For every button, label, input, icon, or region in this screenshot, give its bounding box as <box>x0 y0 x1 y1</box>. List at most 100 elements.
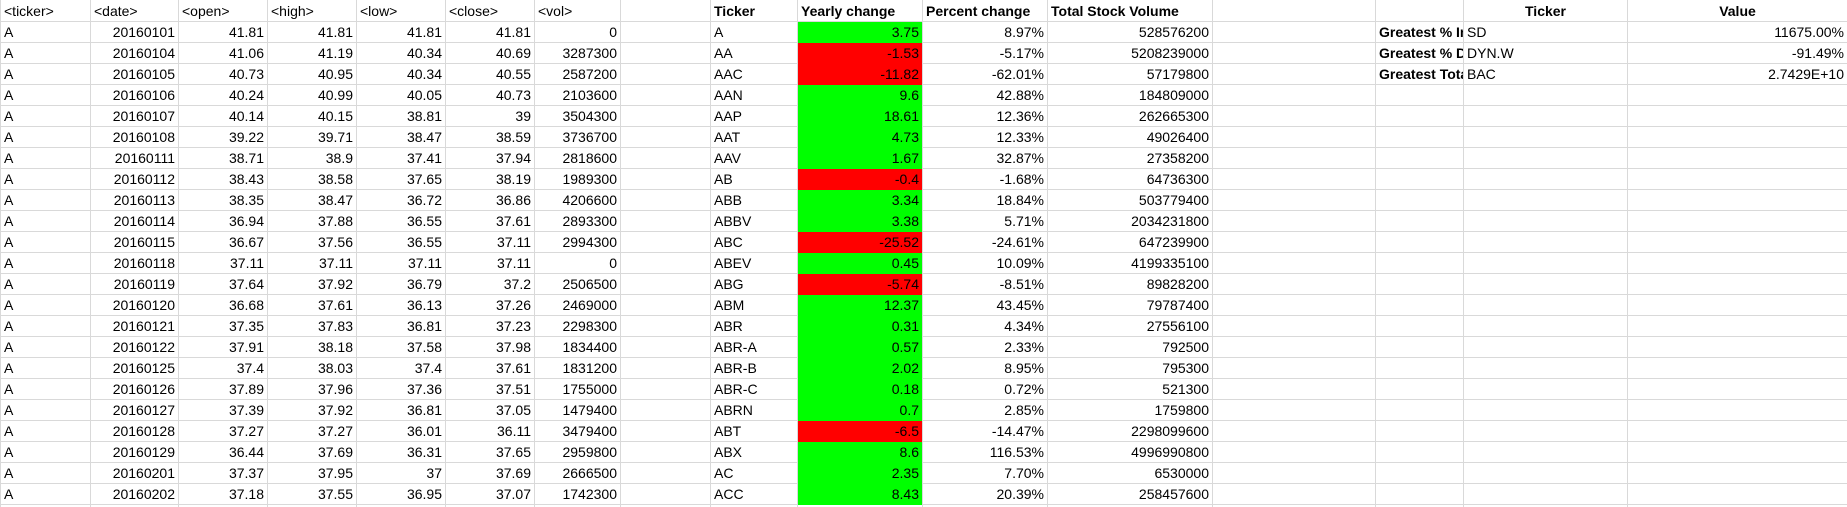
raw-cell-low[interactable]: 40.34 <box>406 66 442 82</box>
summary-cell-percent-change[interactable]: 2.85% <box>1004 402 1044 418</box>
raw-cell-close[interactable]: 37.26 <box>495 297 531 313</box>
summary-cell-percent-change[interactable]: -5.17% <box>999 45 1044 61</box>
summary-cell-ticker[interactable]: AAN <box>714 87 743 103</box>
raw-cell-high[interactable]: 37.92 <box>317 276 353 292</box>
raw-cell-date[interactable]: 20160121 <box>112 318 175 334</box>
raw-cell-ticker[interactable]: A <box>4 444 14 460</box>
summary-cell-percent-change[interactable]: 4.34% <box>1004 318 1044 334</box>
raw-cell-open[interactable]: 38.35 <box>228 192 264 208</box>
raw-header-low[interactable]: <low> <box>360 3 398 19</box>
summary-cell-yearly-change[interactable]: 0.7 <box>798 400 922 421</box>
raw-header-high[interactable]: <high> <box>271 3 314 19</box>
raw-cell-high[interactable]: 37.83 <box>317 318 353 334</box>
raw-cell-open[interactable]: 41.06 <box>228 45 264 61</box>
raw-cell-high[interactable]: 40.99 <box>317 87 353 103</box>
raw-cell-vol[interactable]: 3736700 <box>562 129 617 145</box>
summary-cell-yearly-change[interactable]: 12.37 <box>798 295 922 316</box>
raw-cell-vol[interactable]: 1479400 <box>562 402 617 418</box>
raw-cell-vol[interactable]: 1831200 <box>562 360 617 376</box>
raw-cell-low[interactable]: 36.95 <box>406 486 442 502</box>
raw-cell-low[interactable]: 41.81 <box>406 24 442 40</box>
raw-cell-low[interactable]: 37 <box>426 465 442 481</box>
raw-cell-date[interactable]: 20160118 <box>113 255 175 271</box>
summary-cell-ticker[interactable]: ABC <box>714 234 743 250</box>
raw-cell-low[interactable]: 37.65 <box>406 171 442 187</box>
raw-cell-low[interactable]: 40.05 <box>406 87 442 103</box>
raw-cell-vol[interactable]: 2666500 <box>562 465 617 481</box>
raw-cell-date[interactable]: 20160101 <box>112 24 175 40</box>
summary-cell-percent-change[interactable]: 18.84% <box>996 192 1044 208</box>
greatest-header-value[interactable]: Value <box>1719 3 1756 19</box>
raw-cell-low[interactable]: 37.11 <box>408 255 442 271</box>
raw-cell-close[interactable]: 37.23 <box>495 318 531 334</box>
raw-cell-date[interactable]: 20160107 <box>112 108 175 124</box>
raw-header-date[interactable]: <date> <box>94 3 138 19</box>
raw-cell-open[interactable]: 37.91 <box>228 339 264 355</box>
raw-cell-open[interactable]: 37.11 <box>230 255 264 271</box>
raw-header-open[interactable]: <open> <box>182 3 230 19</box>
summary-cell-ticker[interactable]: ABR <box>714 318 743 334</box>
summary-cell-percent-change[interactable]: 8.95% <box>1004 360 1044 376</box>
raw-cell-low[interactable]: 36.55 <box>406 234 442 250</box>
raw-cell-high[interactable]: 37.11 <box>319 255 353 271</box>
summary-cell-yearly-change[interactable]: -25.52 <box>798 232 922 253</box>
raw-cell-vol[interactable]: 0 <box>609 255 617 271</box>
summary-cell-ticker[interactable]: ABR-B <box>714 360 757 376</box>
summary-cell-yearly-change[interactable]: 0.45 <box>798 253 922 274</box>
raw-cell-date[interactable]: 20160126 <box>112 381 175 397</box>
raw-cell-close[interactable]: 39 <box>515 108 531 124</box>
summary-cell-percent-change[interactable]: 0.72% <box>1004 381 1044 397</box>
summary-cell-percent-change[interactable]: 10.09% <box>996 255 1044 271</box>
summary-cell-yearly-change[interactable]: 0.31 <box>798 316 922 337</box>
raw-cell-date[interactable]: 20160119 <box>113 276 175 292</box>
raw-cell-open[interactable]: 37.64 <box>228 276 264 292</box>
summary-cell-total-volume[interactable]: 5208239000 <box>1131 45 1209 61</box>
summary-cell-ticker[interactable]: AAT <box>714 129 741 145</box>
summary-cell-ticker[interactable]: AAC <box>714 66 743 82</box>
raw-cell-close[interactable]: 37.2 <box>503 276 531 292</box>
raw-cell-low[interactable]: 36.72 <box>406 192 442 208</box>
raw-cell-open[interactable]: 37.27 <box>228 423 264 439</box>
raw-cell-close[interactable]: 40.73 <box>495 87 531 103</box>
raw-cell-date[interactable]: 20160111 <box>114 150 175 166</box>
summary-cell-percent-change[interactable]: 116.53% <box>989 444 1044 460</box>
summary-cell-total-volume[interactable]: 795300 <box>1162 360 1209 376</box>
raw-cell-open[interactable]: 36.44 <box>228 444 264 460</box>
raw-cell-close[interactable]: 38.19 <box>495 171 531 187</box>
summary-cell-ticker[interactable]: ABRN <box>714 402 753 418</box>
greatest-cell-value[interactable]: 11675.00% <box>1774 24 1844 40</box>
greatest-cell-label[interactable]: Greatest % Decrease <box>1379 45 1463 61</box>
summary-cell-percent-change[interactable]: -62.01% <box>991 66 1044 82</box>
raw-cell-ticker[interactable]: A <box>4 171 14 187</box>
summary-cell-ticker[interactable]: ABEV <box>714 255 752 271</box>
summary-cell-total-volume[interactable]: 521300 <box>1162 381 1209 397</box>
raw-cell-high[interactable]: 37.88 <box>317 213 353 229</box>
summary-cell-ticker[interactable]: ABBV <box>714 213 752 229</box>
summary-cell-yearly-change[interactable]: -1.53 <box>798 43 922 64</box>
raw-cell-vol[interactable]: 3479400 <box>562 423 617 439</box>
raw-cell-vol[interactable]: 2469000 <box>562 297 617 313</box>
raw-cell-date[interactable]: 20160106 <box>112 87 175 103</box>
raw-cell-ticker[interactable]: A <box>4 402 14 418</box>
raw-header-ticker[interactable]: <ticker> <box>4 3 54 19</box>
raw-cell-close[interactable]: 37.51 <box>495 381 531 397</box>
summary-cell-yearly-change[interactable]: 8.6 <box>798 442 922 463</box>
greatest-cell-label[interactable]: Greatest % Increase <box>1379 24 1463 40</box>
summary-cell-percent-change[interactable]: 20.39% <box>996 486 1044 502</box>
raw-cell-date[interactable]: 20160114 <box>113 213 175 229</box>
raw-cell-open[interactable]: 40.73 <box>228 66 264 82</box>
raw-cell-date[interactable]: 20160115 <box>113 234 175 250</box>
summary-cell-yearly-change[interactable]: -6.5 <box>798 421 922 442</box>
summary-cell-total-volume[interactable]: 2034231800 <box>1131 213 1209 229</box>
raw-cell-date[interactable]: 20160113 <box>113 192 175 208</box>
raw-cell-open[interactable]: 37.18 <box>228 486 264 502</box>
raw-cell-vol[interactable]: 2818600 <box>562 150 617 166</box>
summary-cell-ticker[interactable]: ACC <box>714 486 744 502</box>
summary-cell-total-volume[interactable]: 503779400 <box>1138 192 1209 208</box>
raw-cell-open[interactable]: 36.68 <box>228 297 264 313</box>
raw-cell-open[interactable]: 36.67 <box>228 234 264 250</box>
greatest-cell-ticker[interactable]: BAC <box>1467 66 1496 82</box>
raw-cell-high[interactable]: 37.55 <box>317 486 353 502</box>
raw-cell-date[interactable]: 20160122 <box>112 339 175 355</box>
